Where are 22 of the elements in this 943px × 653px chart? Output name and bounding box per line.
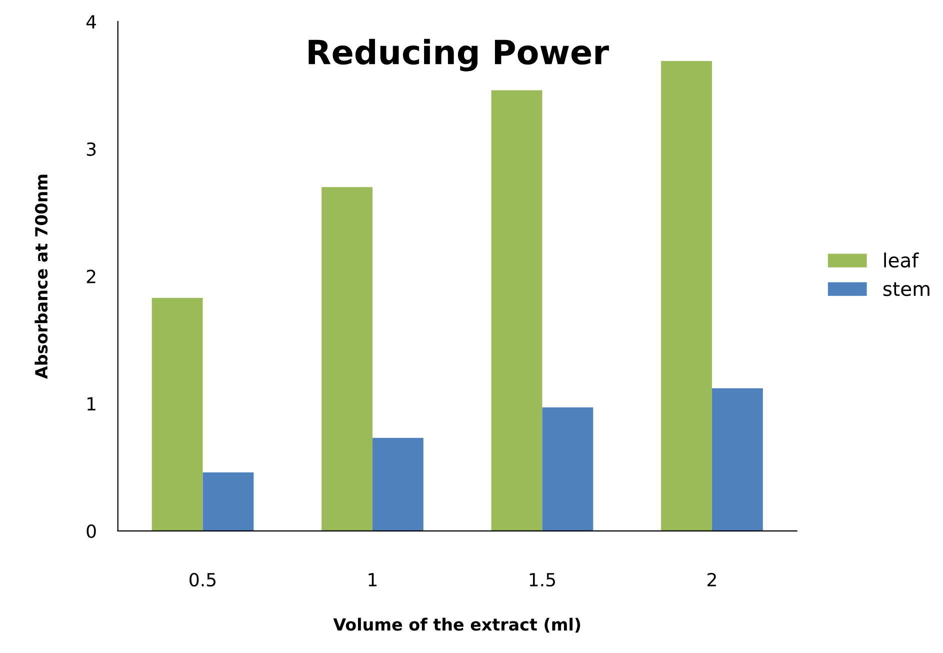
bar xyxy=(152,298,203,531)
text: Reducing Power xyxy=(308,38,609,72)
bar xyxy=(372,438,424,531)
y-tick-label: 3 xyxy=(86,142,96,156)
bar xyxy=(202,472,254,531)
y-axis-title: Absorbance at 700nm xyxy=(34,174,48,379)
x-tick-label: 1.5 xyxy=(530,573,556,587)
x-axis-title: Volume of the extract (ml) xyxy=(333,618,580,633)
x-tick-label: 1 xyxy=(368,573,377,586)
y-tick-label: 1 xyxy=(88,397,96,410)
bar xyxy=(491,90,542,531)
y-tick-label: 2 xyxy=(86,270,96,284)
x-tick-label: 2 xyxy=(708,572,716,586)
y-tick-label: 4 xyxy=(86,15,96,28)
y-tick-label: 0 xyxy=(86,524,96,538)
bar xyxy=(661,61,712,531)
bar xyxy=(712,388,763,531)
legend-label: stem xyxy=(883,282,930,296)
bar xyxy=(322,187,372,531)
x-tick-label: 0.5 xyxy=(190,572,216,587)
bar xyxy=(542,407,594,531)
legend-label: leaf xyxy=(884,252,919,268)
